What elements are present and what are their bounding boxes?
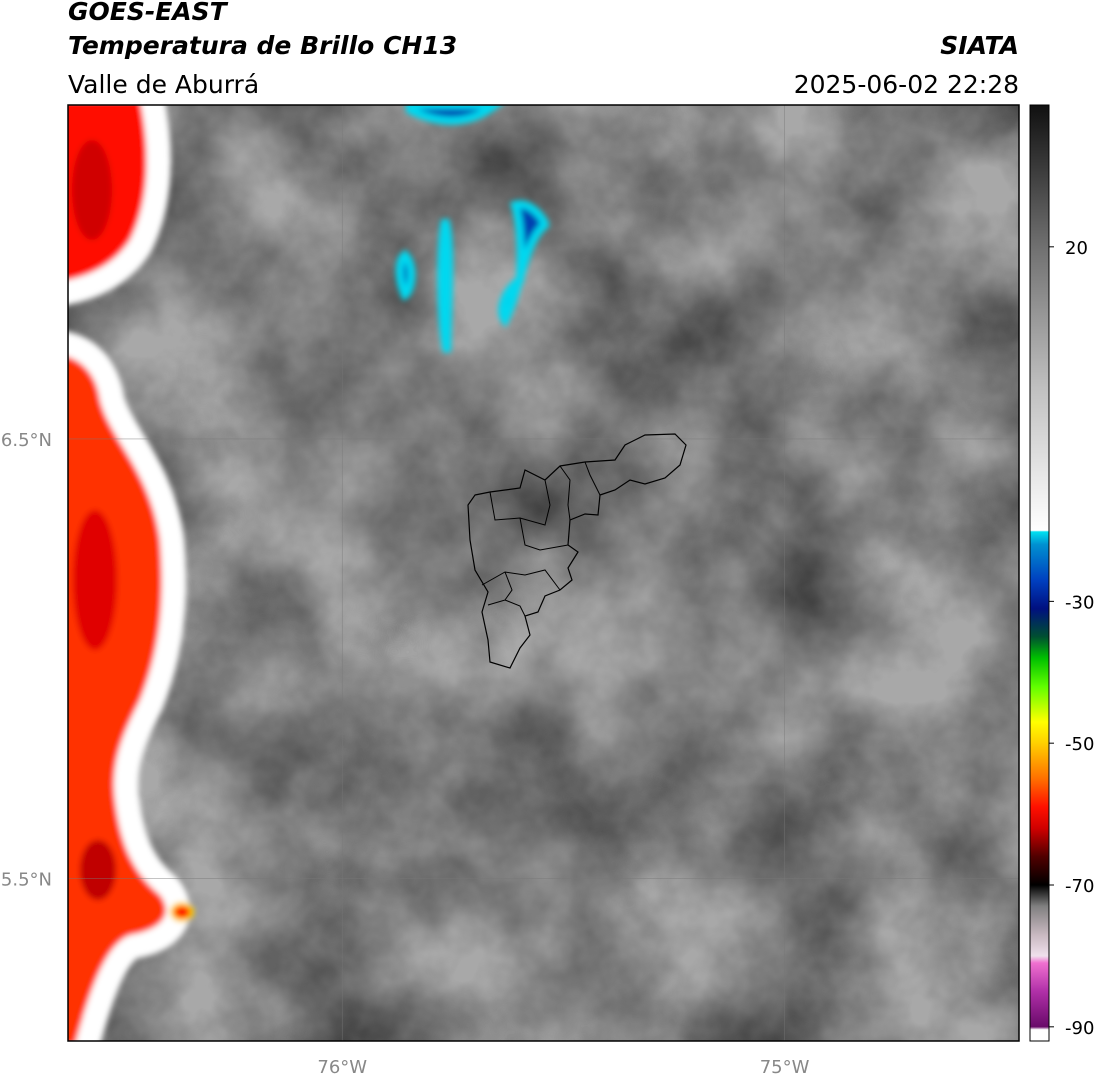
subtitle: Temperatura de Brillo CH13: [68, 31, 457, 60]
x-tick-label: 75°W: [760, 1057, 810, 1078]
title: GOES-EAST: [68, 0, 229, 26]
x-tick-label: 76°W: [317, 1057, 367, 1078]
y-tick-label: 6.5°N: [1, 430, 52, 451]
colorbar-tick-label: -30: [1065, 592, 1094, 613]
colorbar-tick-label: 20: [1065, 238, 1088, 259]
colorbar-tick-label: -70: [1065, 876, 1094, 897]
region: Valle de Aburrá: [68, 70, 259, 99]
map-image: [68, 105, 1019, 1041]
colorbar: [1029, 104, 1050, 1042]
colorbar-tick-label: -90: [1065, 1018, 1094, 1039]
map-frame: [67, 104, 1020, 1042]
colorbar-tick-label: -50: [1065, 734, 1094, 755]
source: SIATA: [940, 31, 1019, 60]
datetime: 2025-06-02 22:28: [794, 70, 1019, 99]
municipal-borders: [481, 461, 601, 617]
region-outline: [467, 433, 687, 669]
y-tick-label: 5.5°N: [1, 869, 52, 890]
